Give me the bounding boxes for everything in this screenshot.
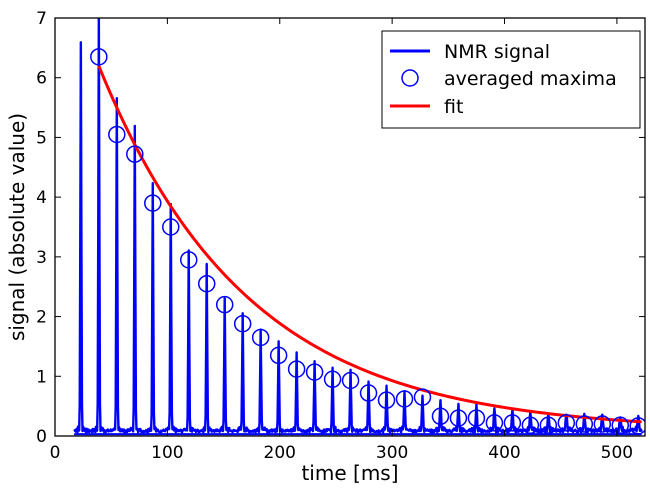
averaged-maxima-point xyxy=(287,360,306,378)
x-axis-label: time [ms] xyxy=(301,461,398,485)
averaged-maxima-point xyxy=(179,251,198,269)
legend-box xyxy=(381,30,641,129)
averaged-maxima-point xyxy=(593,415,612,433)
averaged-maxima-point xyxy=(251,328,270,347)
y-tick-label: 7 xyxy=(36,9,47,29)
fit-line xyxy=(97,65,642,424)
y-axis: 0 1 2 3 4 5 6 7 xyxy=(36,9,645,447)
averaged-maxima-point xyxy=(377,391,396,409)
averaged-maxima-point xyxy=(431,407,450,426)
averaged-maxima-point xyxy=(108,125,126,144)
x-tick-label: 300 xyxy=(376,443,408,463)
averaged-maxima-point xyxy=(126,145,144,163)
nmr-signal-line xyxy=(73,18,643,434)
averaged-maxima-point xyxy=(162,218,180,236)
averaged-maxima-point xyxy=(305,363,324,381)
y-tick-label: 4 xyxy=(36,188,47,208)
x-axis: 0 100 200 300 400 500 xyxy=(50,18,633,463)
x-tick-label: 0 xyxy=(50,443,61,463)
y-axis-label: signal (absolute value) xyxy=(5,113,29,341)
averaged-maxima-point xyxy=(449,409,468,427)
averaged-maxima-point xyxy=(341,371,360,390)
averaged-maxima-point xyxy=(90,48,108,66)
axes-frame xyxy=(54,17,646,437)
averaged-maxima-point xyxy=(233,314,252,333)
legend-label-nmr-signal: NMR signal xyxy=(444,41,550,63)
averaged-maxima-point xyxy=(485,414,504,432)
x-tick-label: 100 xyxy=(151,443,183,463)
averaged-maxima-point xyxy=(467,409,486,427)
y-tick-label: 1 xyxy=(36,367,47,387)
x-tick-label: 200 xyxy=(264,443,296,463)
averaged-maxima-point xyxy=(575,415,594,433)
averaged-maxima-point xyxy=(611,416,630,435)
y-tick-label: 5 xyxy=(36,128,47,148)
averaged-maxima-point xyxy=(629,417,645,435)
averaged-maxima-point xyxy=(359,384,378,402)
y-tick-label: 2 xyxy=(36,308,47,328)
averaged-maxima-point xyxy=(144,194,162,212)
averaged-maxima-point xyxy=(197,274,216,293)
averaged-maxima-point xyxy=(557,414,576,432)
plot-area xyxy=(73,18,645,436)
y-tick-label: 3 xyxy=(36,248,47,268)
averaged-maxima-point xyxy=(521,416,540,435)
y-tick-label: 6 xyxy=(36,69,47,89)
legend-swatch-averaged-maxima xyxy=(401,69,419,87)
y-tick-label: 0 xyxy=(36,427,47,447)
averaged-maxima-point xyxy=(503,414,522,432)
averaged-maxima-point xyxy=(323,370,342,389)
legend-label-fit: fit xyxy=(444,96,463,118)
legend: NMR signal averaged maxima fit xyxy=(381,30,641,129)
averaged-maxima-point xyxy=(413,388,432,406)
averaged-maxima-point xyxy=(269,346,288,365)
x-tick-label: 500 xyxy=(601,443,633,463)
legend-label-averaged-maxima: averaged maxima xyxy=(444,68,617,90)
x-tick-label: 400 xyxy=(488,443,520,463)
averaged-maxima-point xyxy=(395,390,414,408)
averaged-maxima-point xyxy=(539,416,558,435)
averaged-maxima-point xyxy=(215,295,234,314)
